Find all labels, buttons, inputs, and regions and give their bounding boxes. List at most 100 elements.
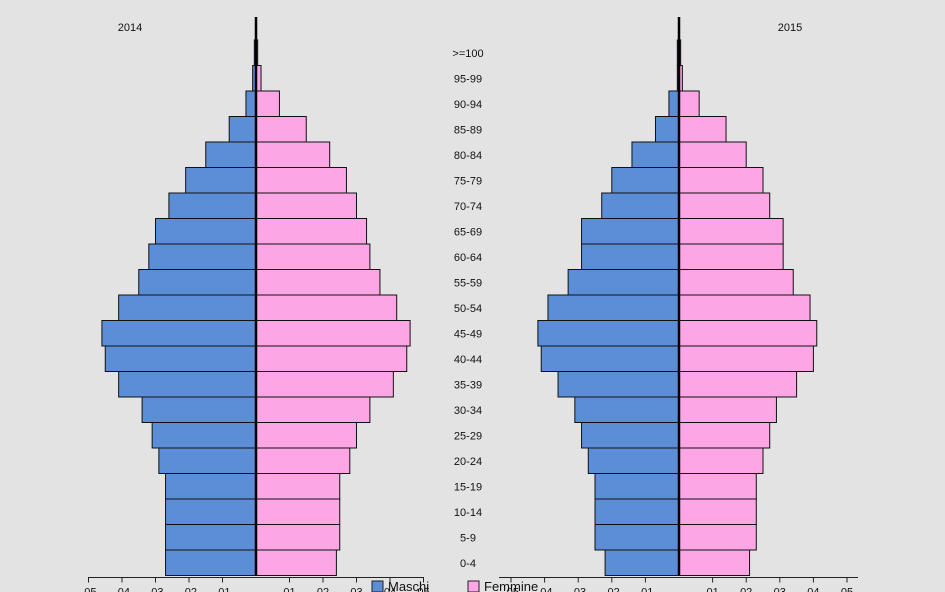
- bar-female-85-89: [678, 116, 727, 143]
- x-tick-label: -02: [604, 587, 620, 592]
- bar-male-80-84: [631, 141, 680, 168]
- bar-male-60-64: [581, 243, 680, 270]
- bar-male-20-24: [587, 447, 680, 474]
- bar-male-65-69: [155, 218, 257, 245]
- bar-female-50-54: [255, 294, 398, 321]
- bar-male-90-94: [668, 90, 680, 117]
- x-tick-label: -01: [637, 587, 653, 592]
- bar-male-80-84: [205, 141, 257, 168]
- right-panel-title: 2015: [778, 22, 802, 34]
- age-label-5-9: 5-9: [460, 532, 476, 544]
- bar-male-50-54: [547, 294, 680, 321]
- x-tick-label: -04: [114, 587, 130, 592]
- age-label-0-4: 0-4: [460, 558, 476, 570]
- x-tick-label: -03: [148, 587, 164, 592]
- x-tick-label: 03: [350, 587, 362, 592]
- bar-female-30-34: [255, 396, 371, 423]
- x-tick-label: 02: [740, 587, 752, 592]
- bar-female-55-59: [255, 269, 381, 296]
- bar-female-85-89: [255, 116, 307, 143]
- x-tick-label: -04: [537, 587, 553, 592]
- age-label-40-44: 40-44: [454, 354, 482, 366]
- bar-male-10-14: [594, 498, 680, 525]
- bar-male-40-44: [104, 345, 257, 372]
- x-tick-label: -05: [503, 587, 519, 592]
- bar-male-35-39: [557, 371, 680, 398]
- age-label-70-74: 70-74: [454, 201, 482, 213]
- bar-male-30-34: [141, 396, 257, 423]
- bar-female-65-69: [678, 218, 784, 245]
- bar-female-10-14: [255, 498, 341, 525]
- right-pyramid-panel: 2015 -05 -04 -03 -02 -01 01 02 03 04 05: [499, 17, 858, 592]
- bar-male-85-89: [228, 116, 257, 143]
- bar-female-25-29: [255, 422, 357, 449]
- bar-male-0-4: [604, 549, 680, 576]
- x-tick-label: 05: [841, 587, 853, 592]
- bar-female-80-84: [255, 141, 331, 168]
- age-label-90-94: 90-94: [454, 99, 482, 111]
- bar-female-45-49: [255, 320, 411, 347]
- bar-female-15-19: [678, 473, 757, 500]
- bar-female-20-24: [255, 447, 351, 474]
- bar-male-85-89: [654, 116, 680, 143]
- bar-male-25-29: [581, 422, 680, 449]
- age-label-35-39: 35-39: [454, 379, 482, 391]
- bar-female-0-4: [678, 549, 751, 576]
- left-pyramid-panel: 2014 -05 -04 -03 -02 -01 01 02 03 04 05: [81, 17, 430, 592]
- x-tick-label: -01: [215, 587, 231, 592]
- bar-female-70-74: [255, 192, 357, 219]
- left-panel-title: 2014: [118, 22, 142, 34]
- bar-male-50-54: [118, 294, 257, 321]
- age-label-30-34: 30-34: [454, 405, 482, 417]
- bar-female-40-44: [678, 345, 814, 372]
- age-label-25-29: 25-29: [454, 430, 482, 442]
- x-tick-label: 01: [283, 587, 295, 592]
- x-tick-label: 01: [706, 587, 718, 592]
- legend-label-femmine: Femmine: [484, 579, 538, 592]
- age-label-55-59: 55-59: [454, 277, 482, 289]
- legend-label-maschi: Maschi: [388, 579, 429, 592]
- bar-female-65-69: [255, 218, 368, 245]
- age-label-85-89: 85-89: [454, 124, 482, 136]
- age-label-10-14: 10-14: [454, 507, 482, 519]
- bar-male-5-9: [165, 524, 257, 551]
- bar-female-15-19: [255, 473, 341, 500]
- age-label->=100: >=100: [452, 48, 483, 60]
- legend-swatch-maschi: [371, 580, 384, 592]
- age-label-95-99: 95-99: [454, 73, 482, 85]
- x-tick-label: -02: [181, 587, 197, 592]
- bar-male-45-49: [537, 320, 680, 347]
- bar-female-75-79: [678, 167, 764, 194]
- bar-male-90-94: [245, 90, 257, 117]
- bar-female-70-74: [678, 192, 771, 219]
- bar-female-50-54: [678, 294, 811, 321]
- age-label-20-24: 20-24: [454, 456, 482, 468]
- bar-male-15-19: [594, 473, 680, 500]
- bar-male-60-64: [148, 243, 257, 270]
- legend: Maschi Femmine: [371, 579, 538, 592]
- bar-male-55-59: [138, 269, 257, 296]
- x-tick-label: 04: [807, 587, 819, 592]
- bar-female-25-29: [678, 422, 771, 449]
- x-tick-label: -03: [570, 587, 586, 592]
- bar-female-30-34: [678, 396, 777, 423]
- x-tick-label: -05: [81, 587, 97, 592]
- bar-male-35-39: [118, 371, 257, 398]
- bar-female-75-79: [255, 167, 347, 194]
- bar-male-75-79: [185, 167, 257, 194]
- bar-female-40-44: [255, 345, 408, 372]
- bar-male-25-29: [151, 422, 257, 449]
- age-label-80-84: 80-84: [454, 150, 482, 162]
- age-label-50-54: 50-54: [454, 303, 482, 315]
- bar-male-0-4: [165, 549, 257, 576]
- age-label-75-79: 75-79: [454, 175, 482, 187]
- bar-female-10-14: [678, 498, 757, 525]
- bar-female-90-94: [678, 90, 700, 117]
- x-tick-label: 02: [317, 587, 329, 592]
- age-group-labels: 0-4 5-9 10-14 15-19 20-24 25-29 30-34 35-39 40-4…: [452, 48, 483, 570]
- bar-male-5-9: [594, 524, 680, 551]
- x-tick-label: 05: [417, 587, 429, 592]
- bar-female-35-39: [255, 371, 394, 398]
- bar-female-55-59: [678, 269, 794, 296]
- bar-male-65-69: [581, 218, 680, 245]
